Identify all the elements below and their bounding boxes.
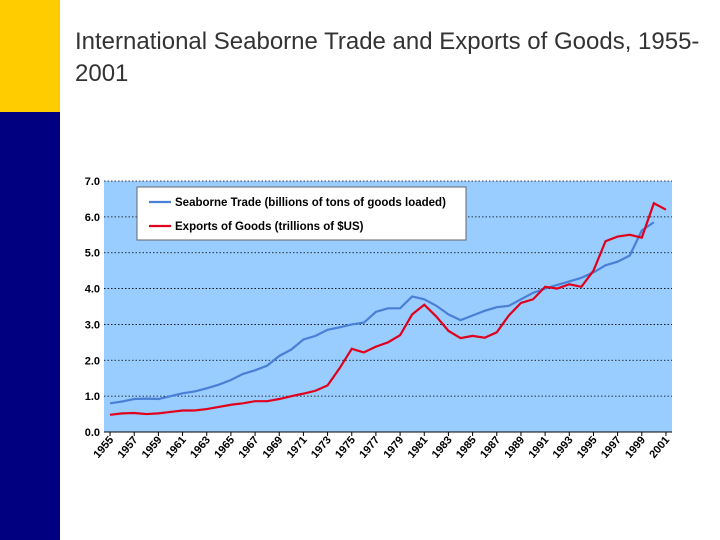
legend-label: Seaborne Trade (billions of tons of good… [175,197,446,209]
x-tick-label: 1957 [116,434,141,460]
x-tick-label: 1995 [575,434,600,460]
x-tick-label: 1987 [478,434,503,460]
accent-band [0,112,60,540]
x-tick-label: 1999 [623,434,648,460]
y-tick-label: 7.0 [85,176,100,188]
x-tick-label: 1977 [357,434,382,460]
series-line [109,221,655,405]
x-tick-label: 1997 [599,434,624,460]
x-tick-label: 1983 [430,434,455,460]
x-tick-label: 1989 [502,434,527,460]
legend-box [136,186,467,241]
x-tick-label: 1973 [309,434,334,460]
x-tick-label: 1967 [236,434,261,460]
x-tick-label: 1963 [188,434,213,460]
x-tick-label: 1975 [333,434,358,460]
x-tick-label: 1985 [454,434,479,460]
legend-label: Exports of Goods (trillions of $US) [175,221,364,233]
x-tick-label: 1961 [164,434,189,460]
slide-title: International Seaborne Trade and Exports… [75,28,700,87]
y-tick-label: 2.0 [85,355,100,367]
x-tick-label: 1959 [140,434,165,460]
y-tick-label: 3.0 [85,319,100,331]
y-tick-label: 0.0 [85,427,100,439]
x-tick-label: 1993 [551,434,576,460]
y-tick-label: 6.0 [85,212,100,224]
y-tick-label: 5.0 [85,248,100,260]
y-tick-label: 4.0 [85,284,100,296]
x-tick-label: 1981 [406,434,431,460]
x-tick-label: 2001 [647,434,672,460]
accent-band [0,0,60,112]
y-tick-label: 1.0 [85,391,100,403]
x-tick-label: 1991 [526,434,551,460]
x-tick-label: 1979 [381,434,406,460]
series-line [109,201,667,416]
x-tick-label: 1969 [261,434,286,460]
x-tick-label: 1965 [212,434,237,460]
x-tick-label: 1971 [285,434,310,460]
